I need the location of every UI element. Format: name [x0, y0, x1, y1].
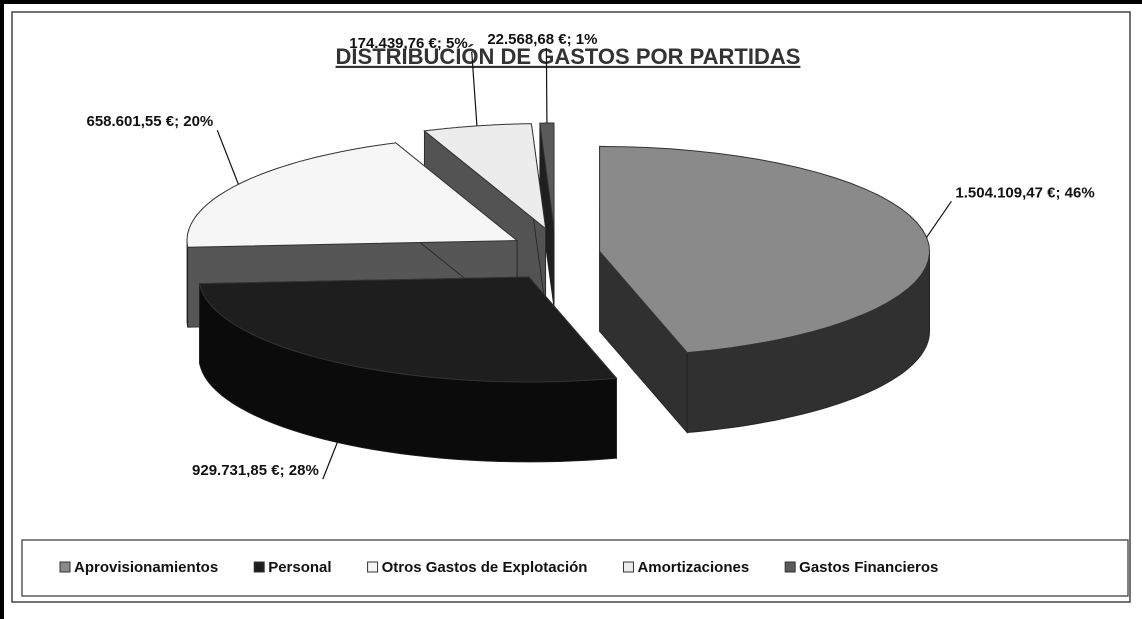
slice-top	[198, 276, 618, 383]
legend-box	[21, 539, 1129, 597]
data-label: 929.731,85 €; 28%	[192, 462, 319, 479]
slice-top	[423, 123, 547, 230]
data-label: 658.601,55 €; 20%	[86, 113, 213, 130]
legend-swatch	[367, 561, 379, 573]
data-label: 174.439,76 €; 5%	[349, 35, 467, 52]
legend-swatch	[253, 561, 265, 573]
leader-line	[926, 200, 952, 238]
legend-label: Personal	[268, 559, 331, 576]
leader-line	[216, 129, 239, 185]
legend-label: Gastos Financieros	[799, 559, 938, 576]
leader-line	[322, 442, 338, 480]
chart-title: DISTRIBUCIÓN DE GASTOS POR PARTIDAS	[336, 44, 801, 69]
chart-border	[11, 11, 1131, 603]
legend-label: Amortizaciones	[637, 559, 749, 576]
legend-swatch	[784, 561, 796, 573]
legend-swatch	[622, 561, 634, 573]
slice-top	[186, 142, 519, 248]
data-label: 1.504.109,47 €; 46%	[955, 184, 1094, 201]
slice-outer-side	[186, 240, 189, 328]
legend-swatch	[59, 561, 71, 573]
leader-line	[471, 51, 478, 126]
slice	[599, 145, 931, 434]
legend-label: Aprovisionamientos	[74, 559, 218, 576]
data-label: 22.568,68 €; 1%	[487, 31, 597, 48]
legend-label: Otros Gastos de Explotación	[382, 559, 588, 576]
leader-line	[545, 48, 548, 124]
slice	[198, 275, 618, 463]
